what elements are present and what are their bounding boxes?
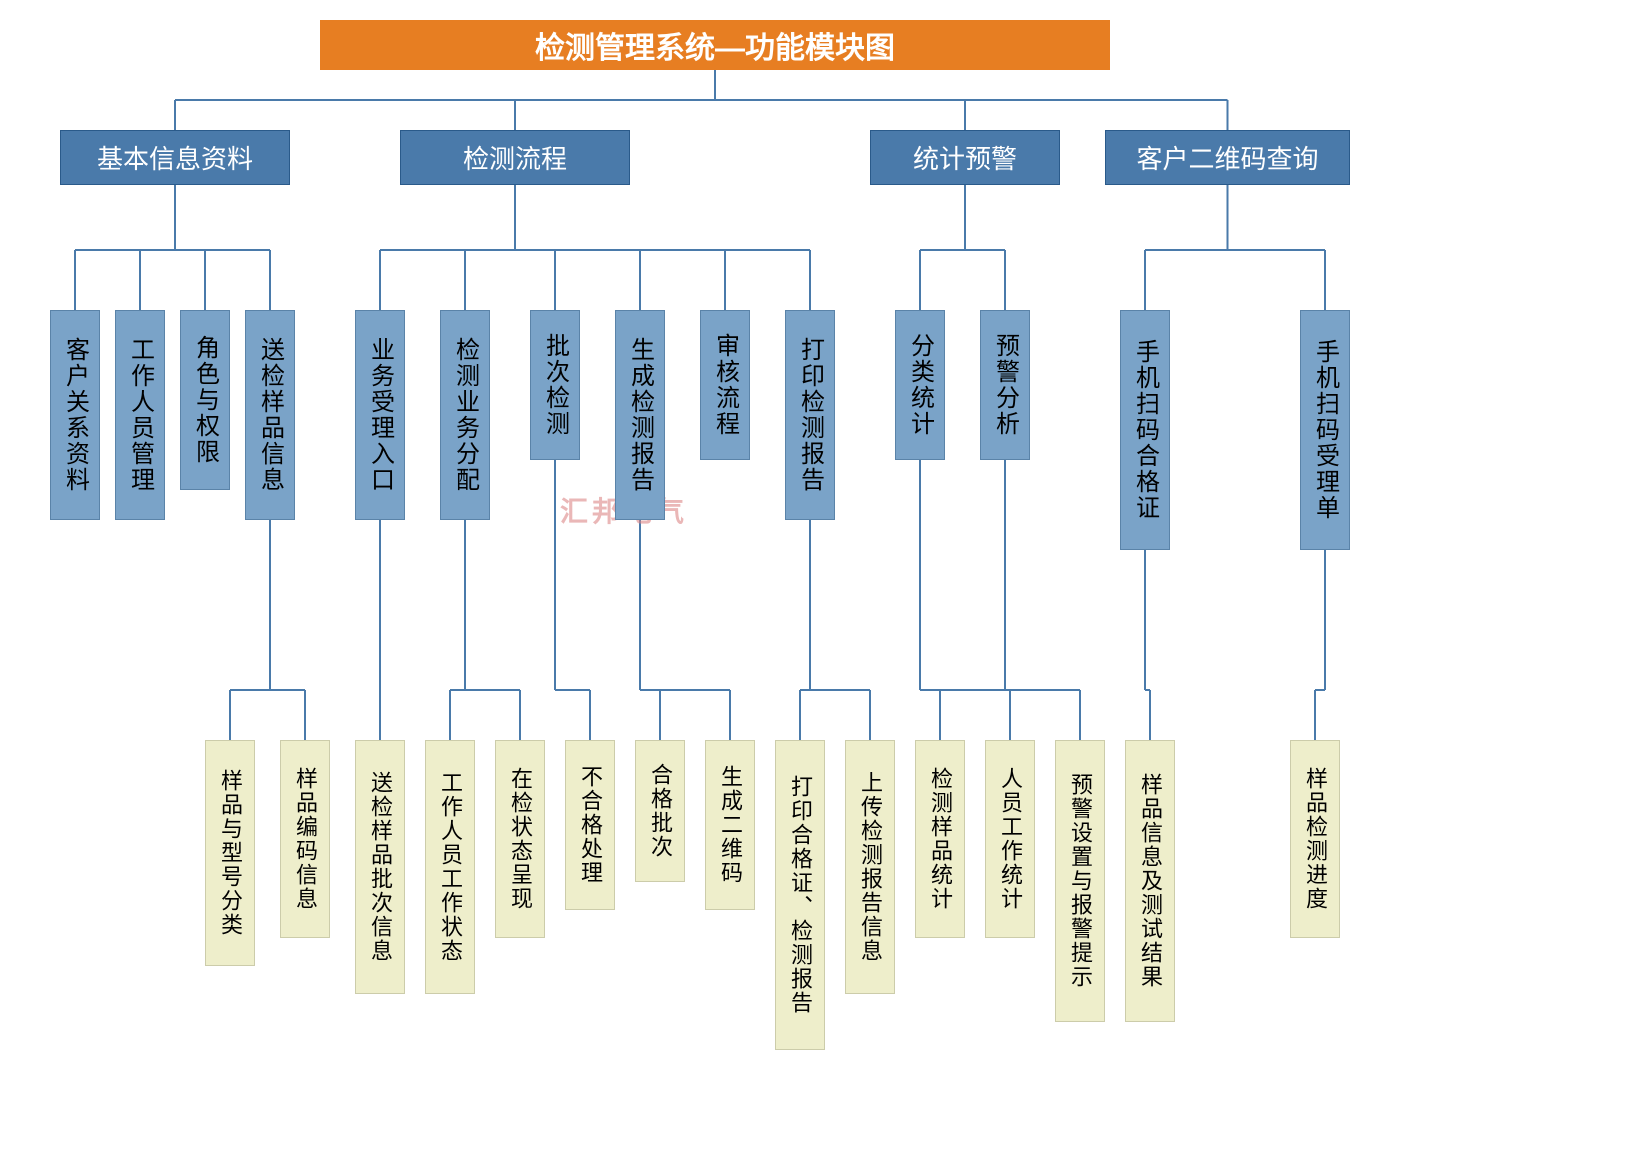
sub-node: 手机扫码受理单 [1300,310,1350,550]
leaf-node: 在检状态呈现 [495,740,545,938]
leaf-node: 不合格处理 [565,740,615,910]
sub-node: 角色与权限 [180,310,230,490]
leaf-node: 打印合格证、检测报告 [775,740,825,1050]
leaf-node: 样品信息及测试结果 [1125,740,1175,1022]
leaf-node: 工作人员工作状态 [425,740,475,994]
category-node: 基本信息资料 [60,130,290,185]
sub-node: 手机扫码合格证 [1120,310,1170,550]
sub-node: 分类统计 [895,310,945,460]
leaf-node: 合格批次 [635,740,685,882]
leaf-node: 样品与型号分类 [205,740,255,966]
diagram-title: 检测管理系统—功能模块图 [320,20,1110,70]
category-node: 统计预警 [870,130,1060,185]
leaf-node: 预警设置与报警提示 [1055,740,1105,1022]
leaf-node: 检测样品统计 [915,740,965,938]
sub-node: 批次检测 [530,310,580,460]
sub-node: 检测业务分配 [440,310,490,520]
leaf-node: 样品检测进度 [1290,740,1340,938]
leaf-node: 送检样品批次信息 [355,740,405,994]
sub-node: 客户关系资料 [50,310,100,520]
sub-node: 业务受理入口 [355,310,405,520]
sub-node: 打印检测报告 [785,310,835,520]
sub-node: 预警分析 [980,310,1030,460]
sub-node: 生成检测报告 [615,310,665,520]
category-node: 检测流程 [400,130,630,185]
sub-node: 工作人员管理 [115,310,165,520]
leaf-node: 样品编码信息 [280,740,330,938]
leaf-node: 人员工作统计 [985,740,1035,938]
sub-node: 审核流程 [700,310,750,460]
leaf-node: 上传检测报告信息 [845,740,895,994]
sub-node: 送检样品信息 [245,310,295,520]
category-node: 客户二维码查询 [1105,130,1350,185]
leaf-node: 生成二维码 [705,740,755,910]
